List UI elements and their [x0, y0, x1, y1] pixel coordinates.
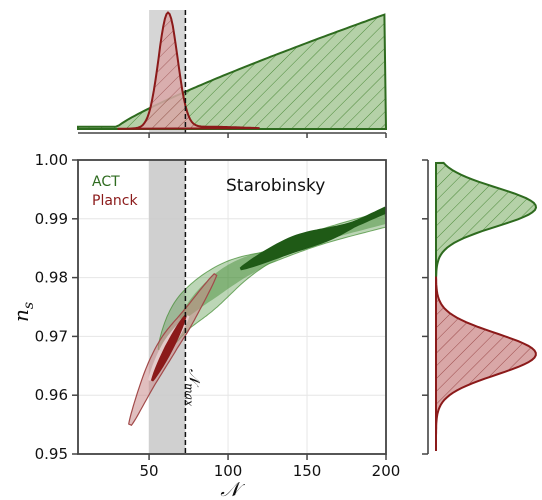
right-axis-ticks: [422, 159, 428, 455]
x-tick-label: 200: [372, 462, 401, 480]
main-panel: 50 100 150 200 0.95 0.96 0.97 0.98 0.99 1.00 𝒩ma…: [9, 151, 400, 500]
act-contour-1sigma: [179, 214, 386, 321]
x-tick-label: 100: [214, 462, 243, 480]
right-marginal-panel: [422, 159, 538, 455]
chart-title: Starobinsky: [226, 176, 325, 196]
contours: [128, 206, 386, 426]
shaded-band: [149, 160, 186, 454]
plot-area: [78, 160, 386, 454]
y-ticks: 0.95 0.96 0.97 0.98 0.99 1.00: [35, 151, 78, 463]
x-tick-label: 50: [140, 462, 159, 480]
y-axis-label-main: n: [9, 309, 33, 322]
right-act-density: [435, 161, 538, 278]
nmax-label: 𝒩max: [182, 369, 203, 407]
y-tick-label: 0.99: [35, 210, 68, 228]
legend-planck: Planck: [92, 193, 138, 209]
y-tick-label: 0.95: [35, 445, 68, 463]
y-tick-label: 1.00: [35, 151, 68, 169]
legend-act: ACT: [92, 174, 120, 190]
top-marginal-panel: [77, 10, 388, 138]
y-tick-label: 0.98: [35, 269, 68, 287]
top-planck-density: [117, 11, 260, 130]
y-axis-label-sub: s: [21, 302, 37, 309]
plot-frame: [77, 159, 387, 455]
top-act-density: [77, 13, 388, 130]
nmax-label-sub: max: [182, 383, 195, 407]
y-tick-label: 0.96: [35, 386, 68, 404]
y-axis-label: ns: [9, 302, 37, 322]
top-axis-ticks: [148, 133, 387, 138]
nmax-label-main: 𝒩: [185, 369, 203, 388]
x-tick-label: 150: [293, 462, 322, 480]
x-axis-label: 𝒩: [220, 477, 245, 500]
y-tick-label: 0.97: [35, 327, 68, 345]
right-planck-density: [435, 276, 537, 452]
act-contour-core: [239, 206, 386, 271]
x-ticks: 50 100 150 200: [140, 454, 401, 480]
